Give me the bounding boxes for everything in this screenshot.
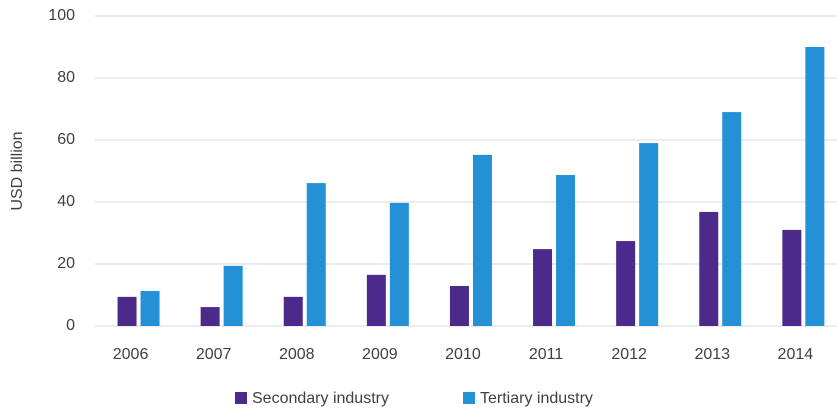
x-tick-label: 2011 [529,346,564,363]
bar [117,296,137,326]
bar [472,154,492,326]
y-tick-label: 20 [57,255,75,272]
y-axis-label: USD billion [9,131,26,210]
bar [782,229,802,326]
bar [140,290,160,326]
x-tick-label: 2013 [694,346,730,363]
bar [200,307,220,326]
bar [616,241,636,326]
bar [533,249,553,326]
x-tick-label: 2009 [362,346,398,363]
bar [699,211,719,326]
legend-label: Tertiary industry [480,390,593,407]
x-tick-label: 2006 [113,346,149,363]
bar [556,175,576,326]
legend-swatch [235,392,247,404]
legend-swatch [463,392,475,404]
x-tick-label: 2014 [778,346,814,363]
y-tick-label: 60 [57,131,75,148]
bar [639,143,659,326]
bar [283,296,303,326]
y-tick-label: 80 [57,69,75,86]
x-tick-label: 2007 [196,346,232,363]
x-tick-label: 2008 [279,346,315,363]
x-tick-label: 2012 [611,346,647,363]
bar [722,112,742,326]
bar [805,47,825,326]
y-tick-label: 0 [66,317,75,334]
y-tick-label: 100 [48,7,75,24]
bar [366,274,386,326]
bar [223,265,243,326]
bar [389,202,409,326]
legend-label: Secondary industry [252,390,389,407]
bar [306,183,326,326]
bar [449,286,469,326]
y-tick-label: 40 [57,193,75,210]
x-tick-label: 2010 [445,346,481,363]
